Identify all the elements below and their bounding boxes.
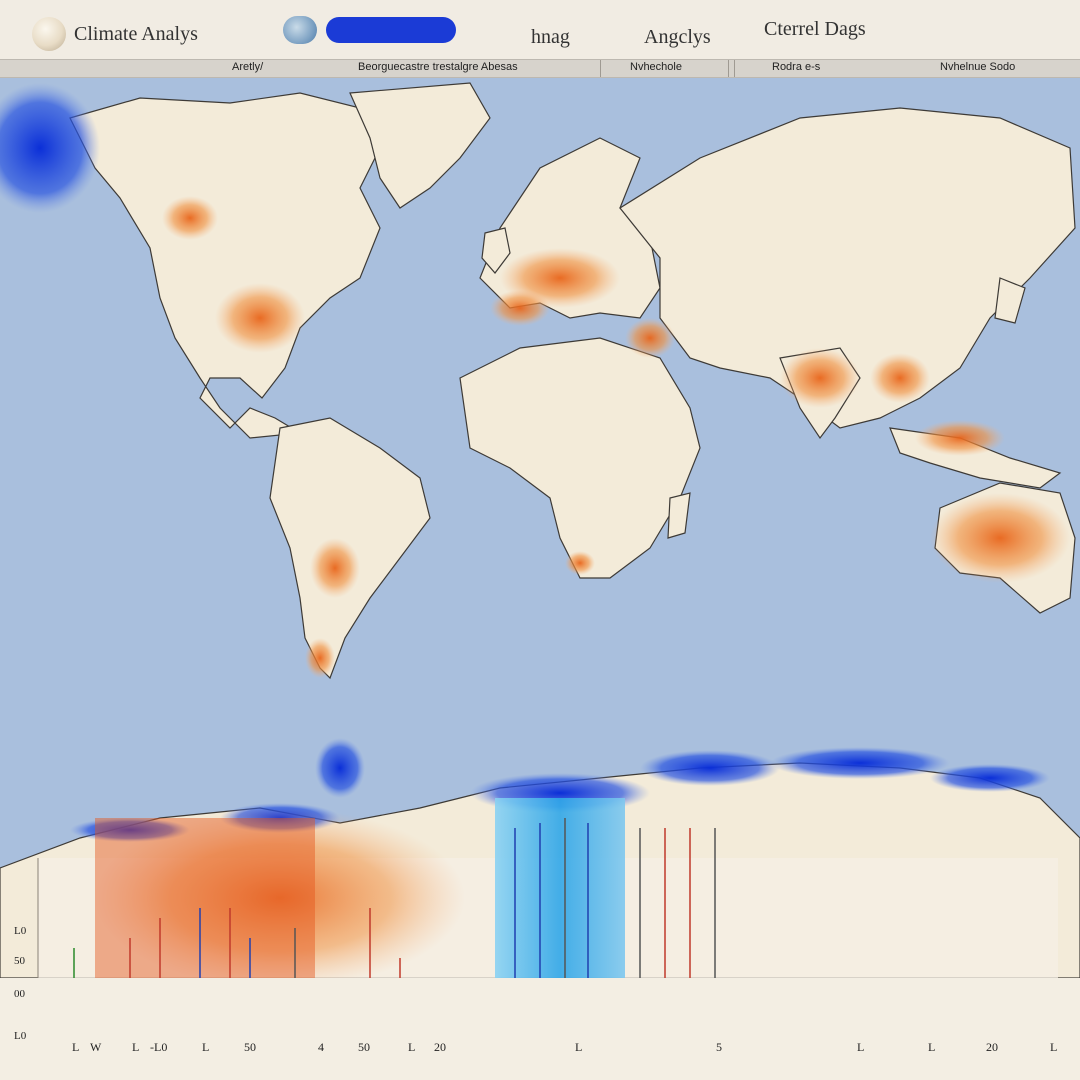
submenu-item-5[interactable]: Nvhelnue Sodo bbox=[940, 61, 1016, 73]
africa bbox=[459, 337, 701, 579]
tab-analysis[interactable]: Angclys bbox=[644, 26, 711, 48]
heat-spot bbox=[870, 353, 930, 403]
bottom-chart-overlay bbox=[37, 798, 1058, 978]
app-logo-icon bbox=[32, 17, 66, 51]
heat-spot bbox=[625, 318, 675, 358]
search-pill[interactable] bbox=[326, 17, 456, 43]
x-tick-label: W bbox=[90, 1040, 102, 1054]
heat-spot bbox=[162, 196, 218, 240]
x-tick-label: L bbox=[575, 1040, 583, 1054]
x-tick-label: L bbox=[1050, 1040, 1058, 1054]
heat-region bbox=[95, 808, 465, 978]
y-tick-label: L0 bbox=[14, 1030, 27, 1042]
app-title: Climate Analys bbox=[74, 23, 198, 45]
heat-spot bbox=[215, 283, 305, 353]
tab-imag[interactable]: hnag bbox=[531, 26, 570, 48]
submenu-item-3[interactable]: Nvhechole bbox=[630, 61, 682, 73]
cold-spot bbox=[0, 83, 100, 213]
x-tick-label: L bbox=[132, 1040, 140, 1054]
submenu-item-2[interactable]: Beorguecastre trestalgre Abesas bbox=[358, 61, 518, 73]
madagascar bbox=[667, 492, 691, 539]
x-tick-label: L bbox=[408, 1040, 416, 1054]
x-tick-label: 5 bbox=[716, 1040, 722, 1054]
submenu-item-4[interactable]: Rodra e-s bbox=[772, 61, 821, 73]
world-climate-map[interactable] bbox=[0, 78, 1080, 978]
heat-spot bbox=[305, 638, 335, 678]
x-tick-label: 20 bbox=[986, 1040, 998, 1054]
asia bbox=[619, 107, 1076, 429]
top-bar: Climate Analys hnag Angclys Cterrel Dags bbox=[0, 0, 1080, 60]
heat-region bbox=[95, 818, 315, 978]
greenland bbox=[349, 82, 491, 209]
sub-menu-bar: Aretly/ Beorguecastre trestalgre Abesas … bbox=[0, 59, 1080, 78]
submenu-divider bbox=[734, 60, 735, 77]
x-tick-label: L bbox=[202, 1040, 210, 1054]
heat-spot bbox=[930, 493, 1070, 583]
temperature-anomalies bbox=[0, 83, 1070, 678]
x-tick-label: L bbox=[857, 1040, 865, 1054]
submenu-divider bbox=[600, 60, 601, 77]
submenu-item-1[interactable]: Aretly/ bbox=[232, 61, 264, 73]
y-tick-label: 00 bbox=[14, 988, 25, 1000]
heat-spot bbox=[780, 348, 860, 408]
globe-icon[interactable] bbox=[283, 16, 317, 44]
tab-control-data[interactable]: Cterrel Dags bbox=[764, 18, 866, 40]
x-tick-label: 50 bbox=[358, 1040, 370, 1054]
x-tick-label: 50 bbox=[244, 1040, 256, 1054]
heat-spot bbox=[565, 551, 595, 575]
japan bbox=[994, 277, 1026, 324]
submenu-divider bbox=[728, 60, 729, 77]
british-isles bbox=[481, 227, 511, 274]
y-tick-label: 50 bbox=[14, 955, 25, 967]
heat-spot bbox=[915, 420, 1005, 456]
x-tick-label: -L0 bbox=[150, 1040, 168, 1054]
x-tick-label: L bbox=[928, 1040, 936, 1054]
x-tick-label: 4 bbox=[318, 1040, 324, 1054]
y-tick-label: L0 bbox=[14, 925, 27, 937]
heat-spot bbox=[310, 538, 360, 598]
heat-spot bbox=[490, 290, 550, 326]
x-tick-label: L bbox=[72, 1040, 80, 1054]
chart-value-lines bbox=[73, 818, 716, 978]
cold-band bbox=[495, 798, 625, 978]
x-tick-label: 20 bbox=[434, 1040, 446, 1054]
